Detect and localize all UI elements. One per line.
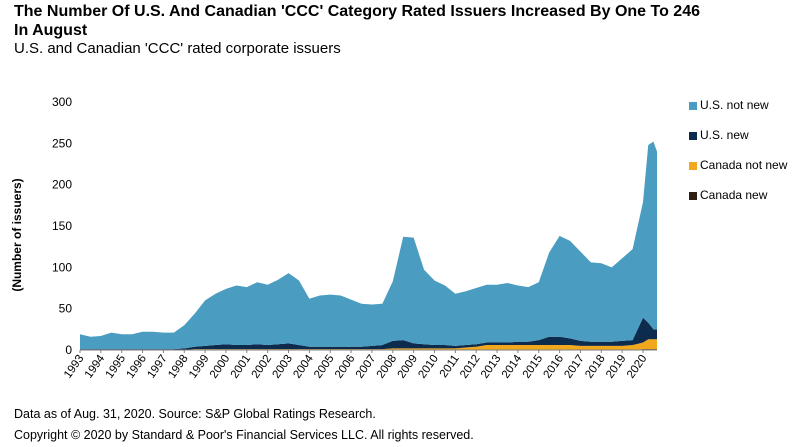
series-area-us-not-new bbox=[80, 141, 657, 350]
x-tick-label-2013: 2013 bbox=[479, 353, 504, 381]
x-tick-label-2002: 2002 bbox=[250, 353, 275, 381]
x-tick-label-2004: 2004 bbox=[291, 352, 316, 380]
legend: U.S. not new U.S. new Canada not new Can… bbox=[684, 98, 809, 218]
legend-item-us-new: U.S. new bbox=[684, 128, 809, 143]
legend-item-us-not-new: U.S. not new bbox=[684, 98, 809, 113]
x-tick-label-2011: 2011 bbox=[438, 353, 462, 380]
x-tick-label-2006: 2006 bbox=[333, 353, 358, 381]
x-tick-label-1998: 1998 bbox=[166, 353, 191, 381]
legend-swatch-canada-new bbox=[689, 192, 697, 200]
legend-swatch-canada-not-new bbox=[689, 162, 697, 170]
x-tick-label-1999: 1999 bbox=[187, 353, 212, 381]
chart-subtitle: U.S. and Canadian 'CCC' rated corporate … bbox=[14, 40, 341, 57]
x-tick-label-2017: 2017 bbox=[562, 353, 587, 381]
x-tick-label-2001: 2001 bbox=[229, 353, 254, 381]
x-tick-label-2000: 2000 bbox=[208, 353, 233, 381]
legend-label-canada-not-new: Canada not new bbox=[700, 158, 788, 172]
legend-label-us-not-new: U.S. not new bbox=[700, 98, 769, 112]
copyright-note: Copyright © 2020 by Standard & Poor's Fi… bbox=[14, 428, 474, 442]
x-tick-label-2008: 2008 bbox=[375, 353, 400, 381]
x-tick-label-2019: 2019 bbox=[604, 353, 629, 381]
series-area-canada-not-new bbox=[80, 339, 657, 350]
legend-item-canada-new: Canada new bbox=[684, 188, 809, 203]
x-tick-label-2003: 2003 bbox=[270, 353, 295, 381]
x-tick-label-2014: 2014 bbox=[500, 352, 525, 380]
x-tick-label-1997: 1997 bbox=[145, 353, 170, 381]
x-tick-label-2016: 2016 bbox=[542, 353, 567, 381]
y-tick-label-100: 100 bbox=[52, 260, 72, 274]
y-tick-label-250: 250 bbox=[52, 136, 72, 150]
x-tick-label-1995: 1995 bbox=[104, 353, 129, 381]
x-tick-label-1994: 1994 bbox=[83, 352, 108, 380]
x-tick-label-1996: 1996 bbox=[125, 353, 150, 381]
x-tick-label-2009: 2009 bbox=[396, 353, 421, 381]
legend-label-us-new: U.S. new bbox=[700, 128, 749, 142]
y-tick-label-50: 50 bbox=[59, 302, 73, 316]
x-tick-label-2007: 2007 bbox=[354, 353, 379, 381]
x-tick-label-2015: 2015 bbox=[521, 353, 546, 381]
x-tick-label-2020: 2020 bbox=[625, 353, 650, 381]
x-tick-label-1993: 1993 bbox=[62, 353, 87, 381]
source-note: Data as of Aug. 31, 2020. Source: S&P Gl… bbox=[14, 407, 376, 421]
y-tick-label-300: 300 bbox=[52, 95, 72, 109]
legend-item-canada-not-new: Canada not new bbox=[684, 158, 809, 173]
x-tick-label-2018: 2018 bbox=[583, 353, 608, 381]
y-tick-label-200: 200 bbox=[52, 178, 72, 192]
chart-title: The Number Of U.S. And Canadian 'CCC' Ca… bbox=[14, 3, 700, 39]
y-tick-label-0: 0 bbox=[65, 343, 72, 357]
x-tick-label-2005: 2005 bbox=[312, 353, 337, 381]
x-tick-label-2010: 2010 bbox=[416, 353, 441, 381]
legend-swatch-us-not-new bbox=[689, 102, 697, 110]
legend-swatch-us-new bbox=[689, 132, 697, 140]
y-tick-label-150: 150 bbox=[52, 219, 72, 233]
x-tick-label-2012: 2012 bbox=[458, 353, 483, 381]
legend-label-canada-new: Canada new bbox=[700, 188, 768, 202]
